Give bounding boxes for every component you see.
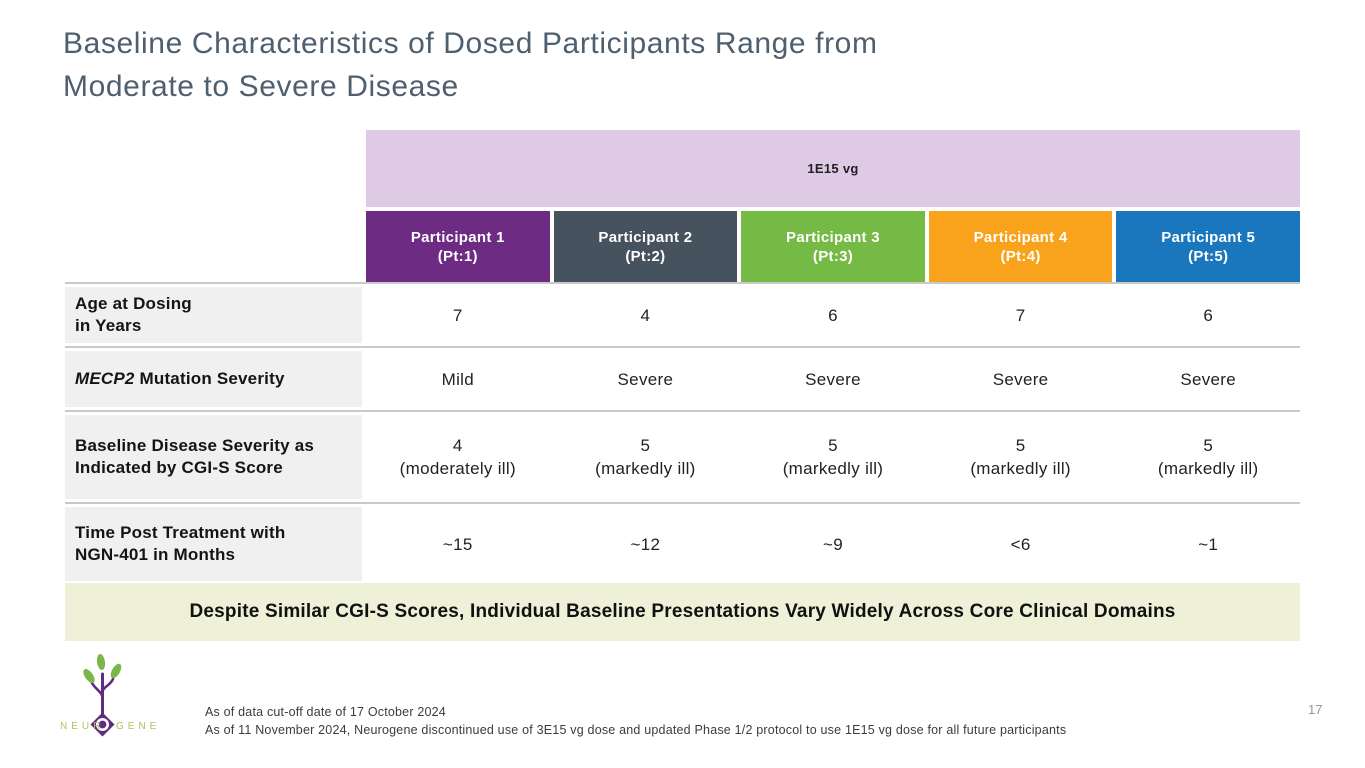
table-cell: 4 — [553, 284, 738, 346]
table-cell: 5 (markedly ill) — [1116, 412, 1300, 502]
table-row-mutation-severity: MECP2 Mutation Severity Mild Severe Seve… — [65, 346, 1300, 410]
participant-1-header: Participant 1 (Pt:1) — [366, 211, 550, 282]
cgis-value: 5 — [1203, 436, 1214, 455]
row-label-age: Age at Dosing in Years — [65, 287, 362, 343]
key-takeaway-banner: Despite Similar CGI-S Scores, Individual… — [65, 583, 1300, 641]
participant-name: Participant 4 — [973, 228, 1068, 246]
cgis-value: 4 — [452, 436, 463, 455]
table-cell: Severe — [553, 348, 738, 410]
participant-4-header: Participant 4 (Pt:4) — [928, 211, 1113, 282]
row-label-line: Age at Dosing — [75, 294, 192, 313]
row-label-rest: Mutation Severity — [134, 369, 285, 388]
table-cell: ~9 — [741, 504, 925, 584]
row-label-time-post-treatment: Time Post Treatment with NGN-401 in Mont… — [65, 507, 362, 581]
footnote-line2: As of 11 November 2024, Neurogene discon… — [205, 723, 1067, 737]
cgis-qualifier: (markedly ill) — [1157, 459, 1259, 478]
table-cell: 7 — [366, 284, 550, 346]
participant-5-header: Participant 5 (Pt:5) — [1116, 211, 1300, 282]
cgis-qualifier: (markedly ill) — [782, 459, 884, 478]
participant-3-header: Participant 3 (Pt:3) — [741, 211, 925, 282]
table-cell: <6 — [928, 504, 1113, 584]
table-row-cgis-score: Baseline Disease Severity as Indicated b… — [65, 410, 1300, 502]
participant-id: (Pt:4) — [1000, 247, 1041, 265]
participant-id: (Pt:5) — [1188, 247, 1229, 265]
table-cell: ~1 — [1116, 504, 1300, 584]
table-row-age: Age at Dosing in Years 7 4 6 7 6 — [65, 282, 1300, 346]
header-spacer — [65, 211, 362, 282]
row-label-line: in Years — [75, 316, 142, 335]
participant-name: Participant 3 — [786, 228, 880, 246]
cgis-qualifier: (markedly ill) — [970, 459, 1071, 478]
neurogene-logo: NEUR GENE — [60, 654, 160, 737]
row-label-mutation-severity: MECP2 Mutation Severity — [65, 351, 362, 407]
table-cell: 6 — [741, 284, 925, 346]
participant-id: (Pt:2) — [625, 247, 666, 265]
cgis-qualifier: (moderately ill) — [399, 459, 516, 478]
participant-name: Participant 2 — [598, 228, 693, 246]
cgis-value: 5 — [640, 436, 651, 455]
cgis-value: 5 — [828, 436, 838, 455]
table-cell: Mild — [366, 348, 550, 410]
row-label-line: Time Post Treatment with — [75, 523, 286, 542]
footnote-line1: As of data cut-off date of 17 October 20… — [205, 705, 446, 719]
row-label-line: NGN-401 in Months — [75, 545, 236, 564]
gene-name: MECP2 — [75, 369, 135, 388]
slide-title-line1: Baseline Characteristics of Dosed Partic… — [63, 27, 878, 60]
logo-text-right: GENE — [116, 721, 160, 732]
participant-name: Participant 5 — [1161, 228, 1256, 246]
participant-id: (Pt:1) — [437, 247, 478, 265]
dose-group-header: 1E15 vg — [366, 130, 1300, 207]
slide-title-line2: Moderate to Severe Disease — [63, 70, 459, 103]
cgis-qualifier: (markedly ill) — [595, 459, 696, 478]
table-cell: 5 (markedly ill) — [928, 412, 1113, 502]
cgis-value: 5 — [1015, 436, 1026, 455]
participant-2-header: Participant 2 (Pt:2) — [553, 211, 738, 282]
baseline-characteristics-table: 1E15 vg Participant 1 (Pt:1) Participant… — [65, 130, 1300, 586]
table-cell: ~12 — [553, 504, 738, 584]
table-cell: 4 (moderately ill) — [366, 412, 550, 502]
page-number: 17 — [1308, 702, 1323, 717]
table-cell: Severe — [928, 348, 1113, 410]
footnotes: As of data cut-off date of 17 October 20… — [205, 703, 1066, 739]
table-row-time-post-treatment: Time Post Treatment with NGN-401 in Mont… — [65, 502, 1300, 586]
table-cell: 5 (markedly ill) — [553, 412, 738, 502]
logo-text-left: NEUR — [60, 721, 104, 732]
table-cell: 6 — [1116, 284, 1300, 346]
row-label-line: MECP2 Mutation Severity — [75, 368, 358, 390]
table-cell: Severe — [741, 348, 925, 410]
row-label-line: Indicated by CGI-S Score — [75, 458, 283, 477]
participant-header-row: Participant 1 (Pt:1) Participant 2 (Pt:2… — [65, 211, 1300, 282]
table-cell: 5 (markedly ill) — [741, 412, 925, 502]
table-cell: 7 — [928, 284, 1113, 346]
participant-id: (Pt:3) — [812, 247, 854, 265]
table-cell: Severe — [1116, 348, 1300, 410]
row-label-cgis-score: Baseline Disease Severity as Indicated b… — [65, 415, 362, 499]
table-cell: ~15 — [366, 504, 550, 584]
slide-title: Baseline Characteristics of Dosed Partic… — [63, 22, 1243, 108]
participant-name: Participant 1 — [410, 228, 505, 246]
row-label-line: Baseline Disease Severity as — [75, 436, 315, 455]
